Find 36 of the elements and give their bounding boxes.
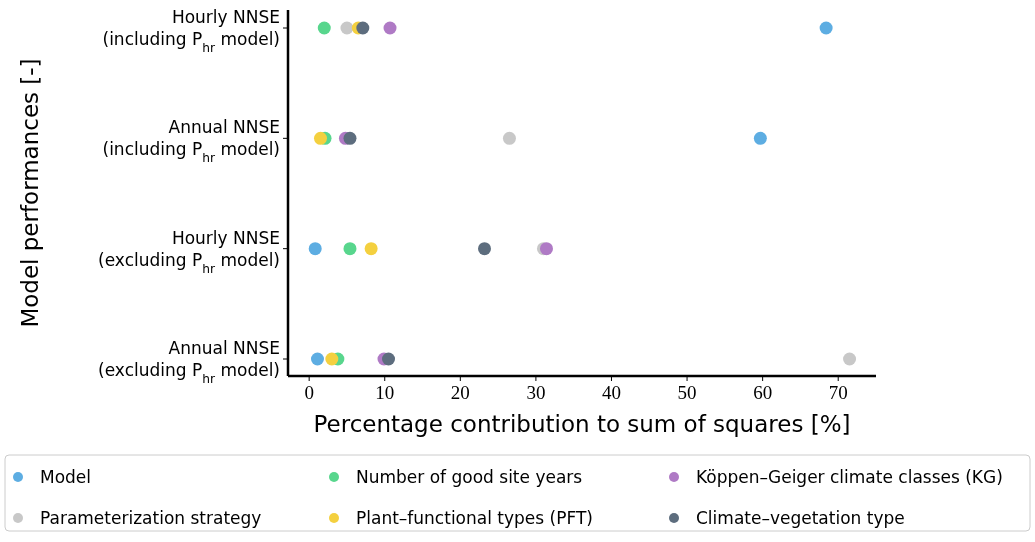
x-tick-label: 60	[753, 382, 773, 403]
point	[478, 242, 491, 256]
point	[343, 131, 357, 145]
point	[325, 352, 339, 366]
x-tick-label: 0	[304, 382, 314, 403]
y-tick-label: Annual NNSE (including P$_{hr}$ model)	[102, 117, 280, 166]
point	[383, 21, 397, 35]
point	[843, 352, 857, 366]
point	[343, 242, 357, 256]
y-tick-label: Annual NNSE (excluding P$_{hr}$ model)	[98, 338, 280, 386]
legend-label: Parameterization strategy	[40, 508, 262, 528]
x-tick-label: 20	[450, 382, 470, 403]
x-tick-label: 50	[677, 382, 697, 403]
point	[317, 21, 331, 35]
legend-label: Climate–vegetation type	[696, 508, 905, 528]
x-tick-label: 10	[375, 382, 395, 403]
point	[310, 352, 324, 366]
legend-label: Köppen–Geiger climate classes (KG)	[696, 467, 1003, 487]
point	[308, 242, 322, 256]
point	[819, 21, 833, 35]
x-tick-label: 40	[601, 382, 621, 403]
point	[753, 131, 767, 145]
legend-label: Number of good site years	[356, 467, 583, 487]
y-tick-label: Hourly NNSE (excluding P$_{hr}$ model)	[98, 227, 280, 276]
x-axis-title: Percentage contribution to sum of squares [%]	[313, 411, 851, 437]
point	[356, 21, 370, 35]
x-tick-label: 30	[526, 382, 546, 403]
point	[314, 131, 327, 145]
x-tick-label: 70	[828, 382, 848, 403]
point	[364, 242, 378, 256]
y-tick-label: Hourly NNSE (including P$_{hr}$ model)	[102, 7, 280, 55]
legend-label: Plant–functional types (PFT)	[356, 508, 593, 528]
point	[382, 352, 396, 366]
point	[502, 131, 516, 145]
legend-label: Model	[40, 467, 92, 487]
y-axis-title: Model performances [-]	[17, 58, 43, 328]
